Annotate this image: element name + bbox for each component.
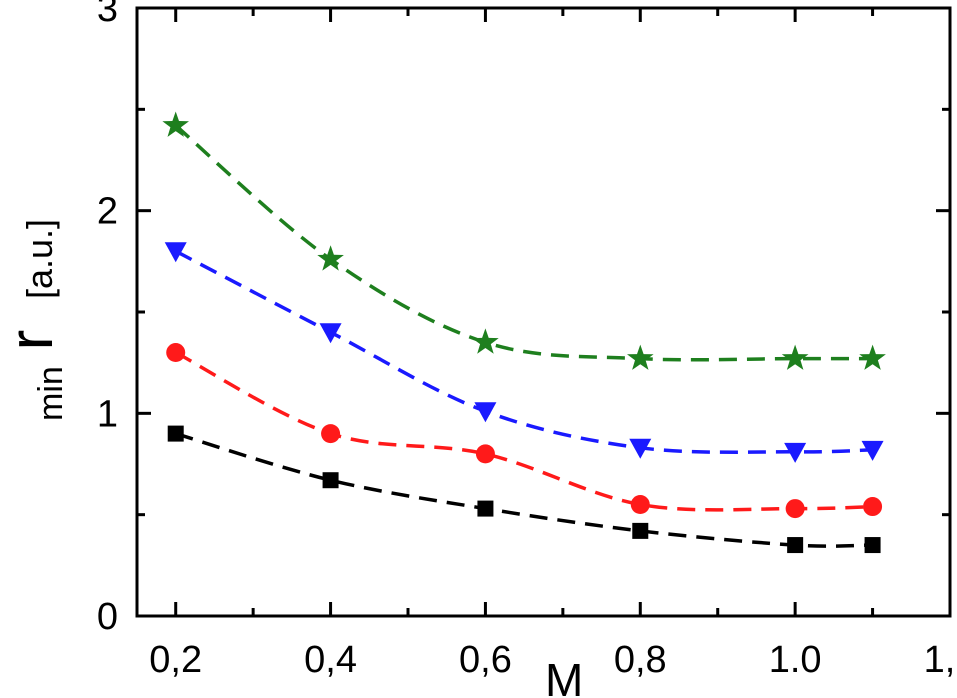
- red-circles-point: [475, 444, 495, 464]
- red-circles-point: [321, 424, 341, 444]
- x-tick-label: 1.0: [769, 639, 822, 681]
- x-tick-label: 0,8: [614, 639, 667, 681]
- red-circles-point: [785, 499, 805, 519]
- black-squares-fit-curve: [175, 431, 873, 548]
- y-axis-title: r min [a.u.]: [0, 219, 70, 421]
- green-stars-point: [317, 245, 344, 271]
- plot-frame: [135, 6, 952, 618]
- black-squares-point: [787, 537, 804, 554]
- green-stars-point: [627, 344, 654, 370]
- y-tick-label: 0: [97, 596, 118, 638]
- red-circles-point: [630, 495, 650, 515]
- blue-triangles-point: [319, 323, 342, 344]
- x-tick-label: 0,2: [149, 639, 202, 681]
- black-squares-point: [167, 425, 184, 442]
- blue-triangles-point: [861, 440, 884, 461]
- y-tick-label: 3: [97, 0, 118, 30]
- green-stars-point: [859, 344, 886, 370]
- x-tick-label: 1,2: [924, 639, 957, 681]
- black-squares-point: [322, 472, 339, 489]
- y-axis-title-subscript: min: [32, 366, 70, 421]
- black-squares-point: [864, 537, 881, 554]
- y-axis-title-unit: [a.u.]: [19, 219, 60, 299]
- black-squares-point: [632, 522, 649, 539]
- green-stars-fit-curve: [174, 124, 873, 362]
- red-circles-fit-curve: [174, 350, 873, 512]
- svg-text:[a.u.]: [a.u.]: [19, 219, 60, 299]
- svg-text:r: r: [0, 330, 66, 351]
- svg-text:min: min: [32, 366, 70, 421]
- blue-triangles-point: [474, 402, 497, 423]
- blue-triangles-point: [164, 242, 187, 263]
- red-circles-point: [166, 343, 186, 363]
- green-stars-point: [781, 344, 809, 370]
- blue-triangles-point: [784, 442, 807, 463]
- y-axis-title-main: r: [0, 330, 66, 351]
- x-axis-title: M: [545, 654, 583, 698]
- black-squares-point: [477, 500, 494, 517]
- green-stars-point: [162, 111, 189, 137]
- y-tick-label: 1: [97, 393, 118, 435]
- x-tick-label: 0,6: [459, 639, 512, 681]
- x-tick-label: 0,4: [304, 639, 357, 681]
- blue-triangles-point: [629, 438, 652, 459]
- y-tick-label: 2: [97, 191, 118, 233]
- red-circles-point: [863, 497, 883, 517]
- green-stars-point: [472, 328, 499, 354]
